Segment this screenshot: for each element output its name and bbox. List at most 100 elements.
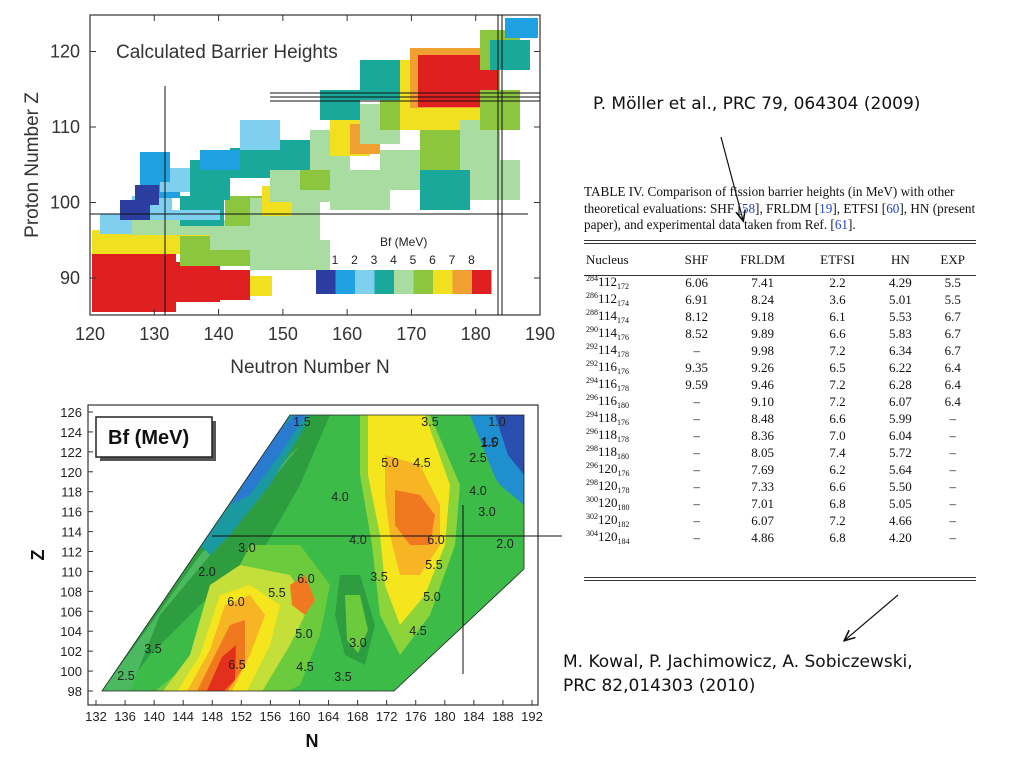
table-header-row: Nucleus SHF FRLDM ETFSI HN EXP	[584, 246, 976, 274]
etfsi-cell: 6.8	[829, 495, 846, 511]
contour-label: 5.0	[295, 627, 312, 641]
exp-cell: –	[949, 444, 956, 460]
hn-cell: 5.99	[889, 410, 912, 426]
shf-cell: 8.52	[685, 325, 708, 341]
shf-cell: –	[693, 529, 700, 545]
table-row: 292116176 9.35 9.26 6.5 6.22 6.4	[584, 359, 976, 376]
etfsi-cell: 6.8	[829, 529, 846, 545]
y-axis-label: Z	[28, 550, 48, 561]
legend-swatch	[316, 270, 336, 294]
x-tick-label: 160	[289, 709, 311, 724]
etfsi-cell: 6.6	[829, 325, 846, 341]
ref-link[interactable]: 19	[819, 200, 833, 216]
nucleus-cell: 288114174	[586, 308, 630, 325]
contour-label: 3.5	[334, 670, 351, 684]
contour-label: 2.0	[198, 565, 215, 579]
hn-cell: 5.50	[889, 478, 912, 494]
contour-label: 6.5	[228, 658, 245, 672]
legend-label: 7	[449, 253, 456, 267]
exp-cell: –	[949, 512, 956, 528]
etfsi-cell: 7.4	[829, 444, 846, 460]
contour-fill	[102, 445, 300, 691]
contour-label: 2.0	[496, 537, 513, 551]
x-tick-label: 150	[268, 324, 298, 344]
legend-title: Bf (MeV)	[380, 235, 427, 249]
barrier-table: Nucleus SHF FRLDM ETFSI HN EXP 284112172…	[584, 246, 976, 546]
hn-cell: 5.01	[889, 291, 912, 307]
nucleus-cell: 304120184	[586, 529, 630, 546]
contour-label: 3.0	[238, 541, 255, 555]
table-rule	[584, 275, 976, 276]
y-tick-label: 108	[60, 584, 82, 599]
legend-label: 2	[351, 253, 358, 267]
etfsi-cell: 7.2	[829, 342, 846, 358]
legend-swatch	[472, 270, 492, 294]
shf-cell: –	[693, 393, 700, 409]
frldm-cell: 9.46	[751, 376, 774, 392]
nucleus-cell: 284112172	[586, 274, 630, 291]
x-tick-label: 140	[204, 324, 234, 344]
barrier-cell	[240, 120, 280, 150]
contour-labels: 3.5 1.01.52.51.05.0 4.51.54.03.04.06.0 2.03…	[117, 415, 513, 684]
legend-swatch	[394, 270, 414, 294]
shf-cell: –	[693, 478, 700, 494]
exp-cell: 5.5	[944, 274, 961, 290]
shf-cell: 8.12	[685, 308, 708, 324]
chart-title: Calculated Barrier Heights	[116, 42, 338, 63]
legend-label: 1	[332, 253, 339, 267]
hn-cell: 4.29	[889, 274, 912, 290]
col-header: EXP	[940, 252, 965, 267]
contour-fill	[495, 415, 524, 475]
frldm-cell: 9.10	[751, 393, 774, 409]
etfsi-cell: 6.2	[829, 461, 846, 477]
x-tick-label: 152	[230, 709, 252, 724]
barrier-cell	[320, 90, 360, 120]
frldm-cell: 8.36	[751, 427, 774, 443]
ref-link[interactable]: 60	[886, 200, 900, 216]
contour-map-bottom: 3.5 1.01.52.51.05.0 4.51.54.03.04.06.0 2.03…	[28, 404, 562, 751]
hn-cell: 5.83	[889, 325, 912, 341]
nucleus-cell: 300120180	[586, 495, 630, 512]
table-row: 294116178 9.59 9.46 7.2 6.28 6.4	[584, 376, 976, 393]
contour-label: 6.0	[227, 595, 244, 609]
legend-label: 5	[410, 253, 417, 267]
barrier-cell	[135, 185, 159, 205]
legend-swatch	[413, 270, 433, 294]
ref-link[interactable]: 61	[834, 217, 849, 232]
contour-label: 1.0	[488, 415, 505, 429]
contour-label: 4.0	[349, 533, 366, 547]
etfsi-cell: 6.6	[829, 410, 846, 426]
table-row: 296118178 – 8.36 7.0 6.04 –	[584, 427, 976, 444]
table-row: 288114174 8.12 9.18 6.1 5.53 6.7	[584, 308, 976, 325]
table-rule	[584, 243, 976, 244]
legend-swatch	[452, 270, 472, 294]
legend-label: 6	[429, 253, 436, 267]
table-row: 284112172 6.06 7.41 2.2 4.29 5.5	[584, 274, 976, 291]
x-tick-label: 172	[376, 709, 398, 724]
hn-cell: 6.28	[889, 376, 912, 392]
contour-label: 3.0	[349, 636, 366, 650]
table-row: 302120182 – 6.07 7.2 4.66 –	[584, 512, 976, 529]
barrier-cell	[250, 276, 272, 296]
ref-link[interactable]: 58	[741, 200, 756, 216]
plot-frame	[89, 14, 541, 316]
hn-cell: 6.22	[889, 359, 912, 375]
frldm-cell: 9.26	[751, 359, 774, 375]
contour-label: 1.5	[293, 415, 310, 429]
barrier-cell	[176, 262, 220, 302]
shf-cell: 6.06	[685, 274, 708, 290]
col-header: ETFSI	[820, 252, 855, 267]
contour-label: 4.0	[469, 484, 486, 498]
contour-label: 5.5	[425, 558, 442, 572]
y-tick-label: 104	[60, 624, 82, 639]
citation-kowal-line2: PRC 82,014303 (2010)	[563, 676, 756, 696]
contour-fill	[460, 415, 524, 569]
y-tick-label: 102	[60, 644, 82, 659]
y-tick-label: 110	[61, 564, 82, 579]
frldm-cell: 9.18	[751, 308, 774, 324]
contour-fill	[230, 415, 305, 505]
shf-cell: –	[693, 512, 700, 528]
frldm-cell: 8.48	[751, 410, 774, 426]
